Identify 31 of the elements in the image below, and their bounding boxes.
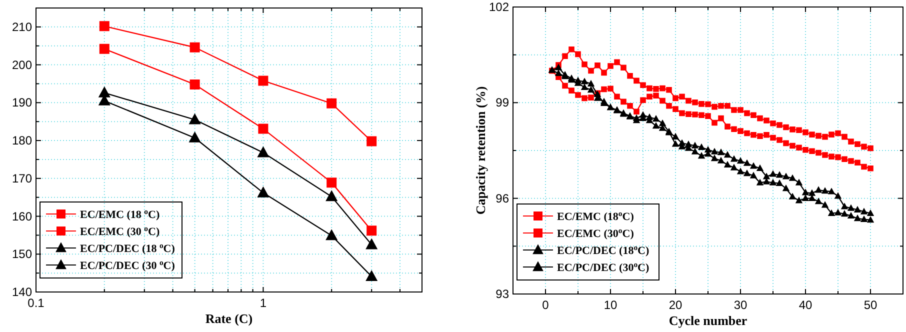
x-tick-label: 0 — [542, 298, 550, 312]
y-tick-label: 96 — [496, 191, 510, 206]
x-tick-label: 10 — [604, 298, 618, 312]
legend-label: EC/EMC (18$^{o}$C) — [557, 208, 634, 223]
legend-label: EC/EMC (18 $^{o}$C) — [80, 206, 160, 221]
x-tick-label: 0.1 — [28, 296, 45, 310]
legend-label: EC/EMC (30 $^{o}$C) — [80, 224, 160, 238]
legend-label: EC/PC/DEC (30 $^{o}$C) — [80, 258, 176, 272]
y-axis-title: Capacity retention (%) — [473, 86, 488, 215]
x-tick-label: 20 — [668, 298, 682, 312]
y-tick-label: 190 — [12, 96, 32, 110]
legend-label: EC/PC/DEC (18 $^{o}$C) — [80, 240, 176, 255]
legend-label: EC/PC/DEC (30$^{o}$C) — [557, 260, 650, 274]
x-tick-label: 1 — [260, 296, 267, 310]
y-tick-label: 180 — [12, 134, 32, 148]
legend-label: EC/EMC (30$^{o}$C) — [557, 226, 634, 240]
x-axis-title: Cycle number — [668, 313, 748, 328]
x-tick-label: 40 — [798, 298, 812, 312]
legend-label: EC/PC/DEC (18$^{o}$C) — [557, 242, 650, 257]
y-tick-label: 210 — [12, 20, 32, 34]
y-tick-label: 102 — [488, 0, 510, 14]
y-tick-label: 170 — [12, 171, 32, 186]
x-axis-title: Rate (C) — [205, 311, 253, 326]
y-tick-label: 150 — [12, 247, 32, 262]
y-tick-label: 160 — [12, 209, 32, 224]
y-tick-label: 140 — [12, 285, 32, 299]
x-tick-label: 50 — [864, 298, 878, 312]
x-tick-label: 30 — [734, 298, 748, 312]
y-tick-label: 99 — [496, 96, 510, 110]
y-tick-label: 200 — [12, 58, 32, 72]
y-tick-label: 93 — [496, 287, 510, 301]
